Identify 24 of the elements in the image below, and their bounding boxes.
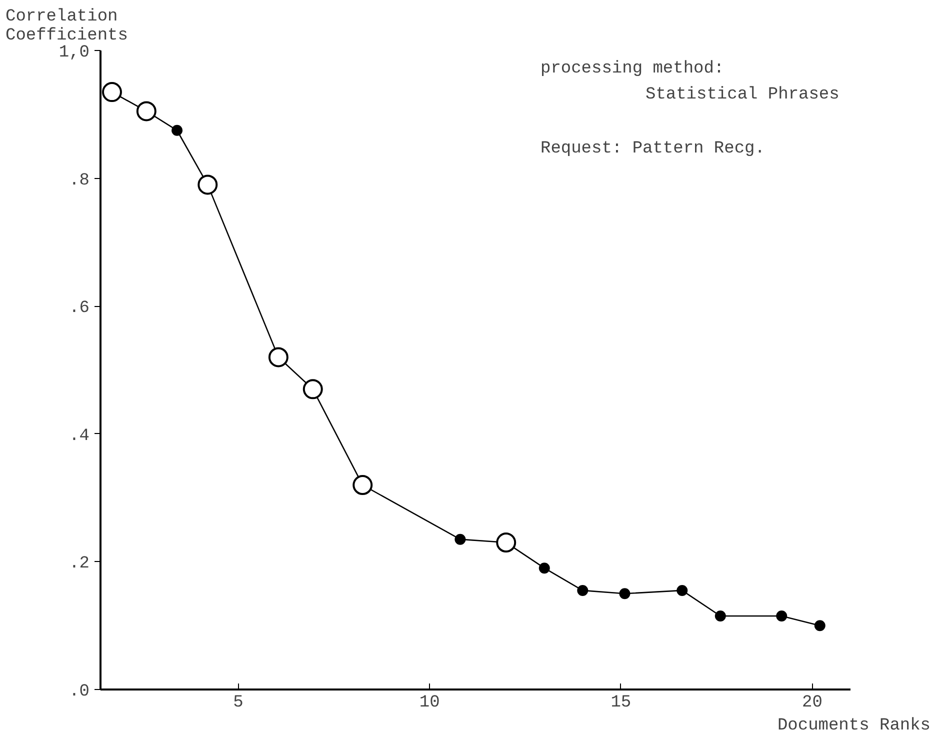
y-tick-label: .6 [69,299,90,318]
point [814,620,826,632]
point [714,610,726,622]
y-tick-label: 1,0 [58,44,90,62]
x-tick-label: 5 [233,694,244,712]
y-tick-label: .8 [69,171,90,190]
x-tick-label: 15 [610,694,632,712]
x-axis-title: Documents Ranks [777,716,931,736]
y-tick-label: .4 [69,426,90,446]
point [454,534,466,545]
point [676,584,688,596]
y-tick-label: .2 [69,554,90,574]
point [619,588,630,600]
x-tick-label: 20 [802,694,822,712]
point [538,562,550,574]
annotation: Request: Pattern Recg. [540,140,765,158]
y-tick-label: .0 [69,682,90,702]
point [776,610,788,622]
point [172,124,183,136]
annotation: processing method: [540,60,724,78]
point [577,584,588,596]
annotation: Statistical Phrases [646,86,840,104]
x-tick-label: 10 [419,694,440,712]
y-axis-title: Correlation Coefficients [6,8,128,46]
